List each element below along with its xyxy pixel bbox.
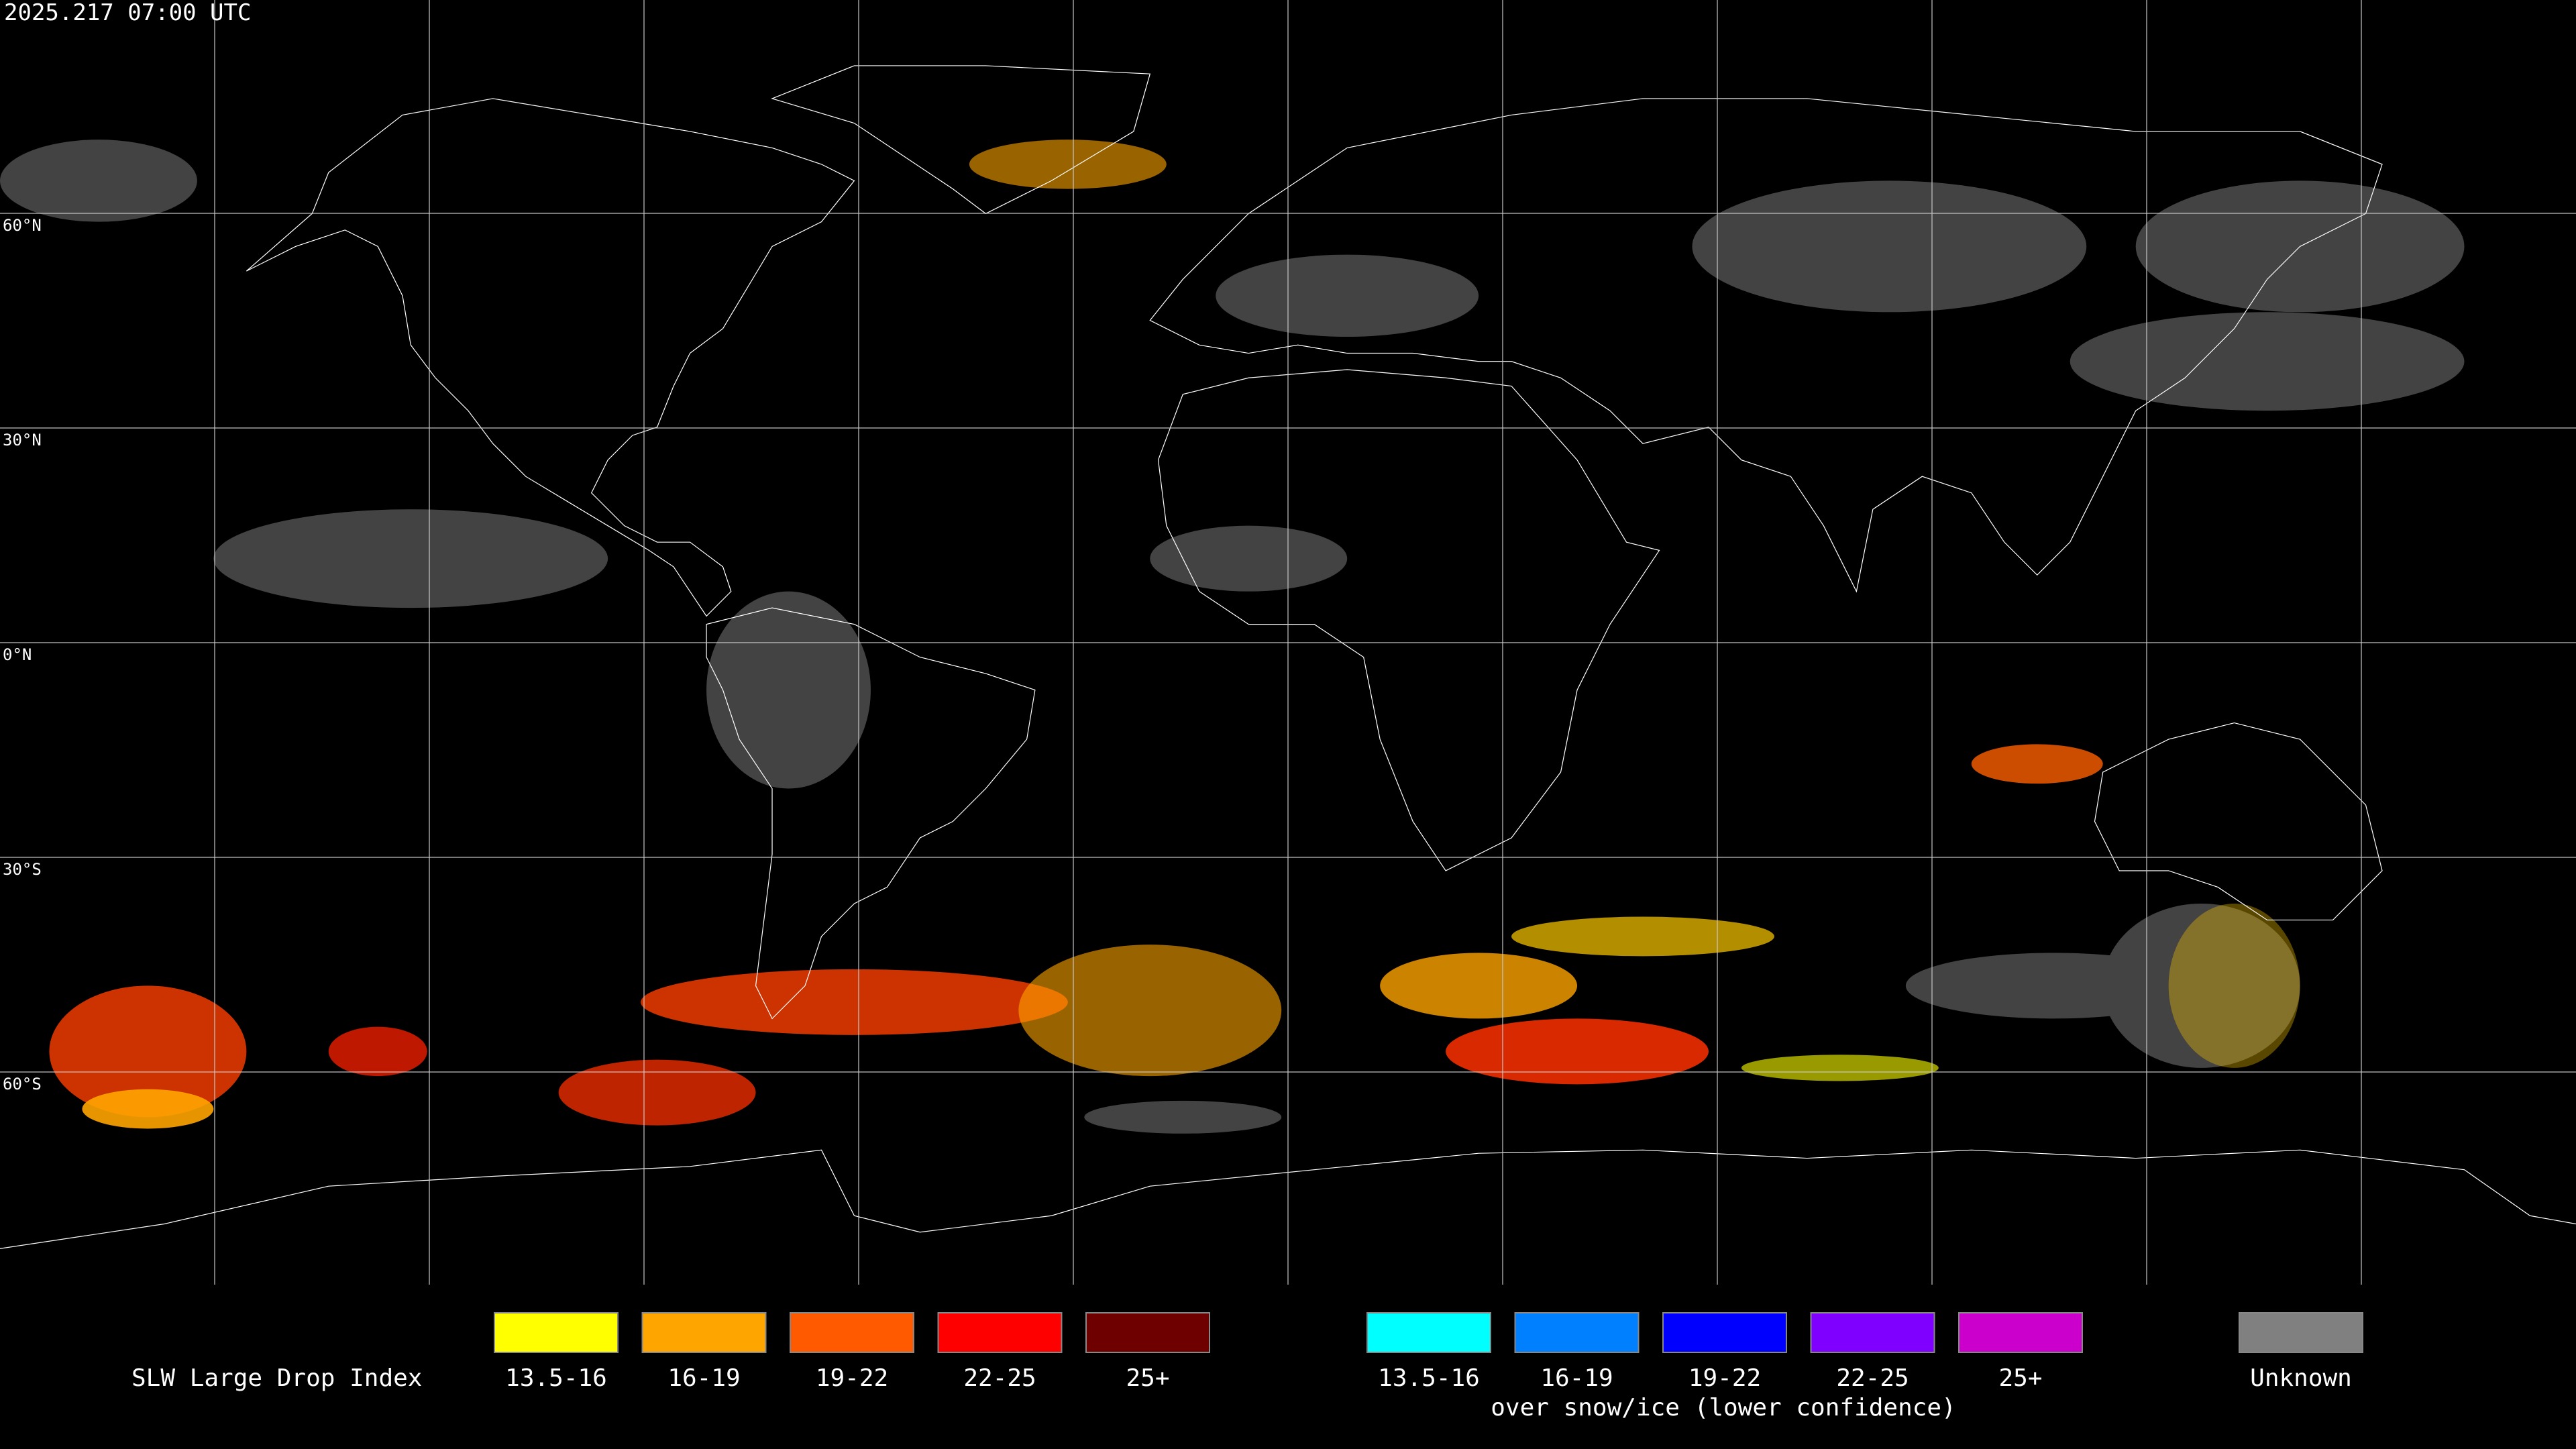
graticule: 60°N 30°N 0°N 30°S 60°S — [0, 0, 2576, 1285]
legend-swatch — [1085, 1312, 1210, 1353]
legend-label: Unknown — [2250, 1364, 2352, 1392]
legend-label: 19-22 — [816, 1364, 888, 1392]
timestamp: 2025.217 07:00 UTC — [4, 0, 251, 26]
legend-label: 13.5-16 — [505, 1364, 607, 1392]
legend-caption: over snow/ice (lower confidence) — [1491, 1394, 1956, 1421]
legend-swatch — [494, 1312, 619, 1353]
africa — [1159, 370, 1660, 871]
greenland — [772, 66, 1150, 213]
legend-swatch — [1514, 1312, 1640, 1353]
legend-swatch — [790, 1312, 914, 1353]
north-america — [246, 99, 854, 616]
legend-swatch — [2239, 1312, 2363, 1353]
south-america — [706, 608, 1035, 1018]
antarctica — [0, 1150, 2576, 1248]
legend-label: 16-19 — [1540, 1364, 1613, 1392]
legend-label: 25+ — [1126, 1364, 1169, 1392]
latitude-label: 0°N — [3, 645, 32, 664]
legend-swatch — [1810, 1312, 1935, 1353]
latitude-label: 30°N — [3, 431, 42, 449]
slw-cloud — [49, 140, 2300, 1129]
legend-swatch — [937, 1312, 1063, 1353]
legend-swatch — [641, 1312, 767, 1353]
legend-label: 13.5-16 — [1378, 1364, 1480, 1392]
eurasia — [1150, 99, 2382, 592]
legend-label: 22-25 — [1836, 1364, 1909, 1392]
australia — [2094, 723, 2382, 920]
legend-title: SLW Large Drop Index — [131, 1364, 422, 1392]
legend-label: 25+ — [1998, 1364, 2042, 1392]
latitude-label: 60°N — [3, 216, 42, 235]
legend-swatch — [1662, 1312, 1787, 1353]
legend-label: 19-22 — [1688, 1364, 1761, 1392]
latitude-label: 60°S — [3, 1075, 42, 1093]
latitude-label: 30°S — [3, 860, 42, 879]
coastlines — [0, 66, 2576, 1248]
legend: SLW Large Drop Index 13.5-16 16-19 19-22 22… — [131, 1312, 2363, 1421]
legend-label: 16-19 — [667, 1364, 740, 1392]
legend-swatch — [1958, 1312, 2083, 1353]
legend-label: 22-25 — [963, 1364, 1036, 1392]
legend-swatch — [1366, 1312, 1491, 1353]
